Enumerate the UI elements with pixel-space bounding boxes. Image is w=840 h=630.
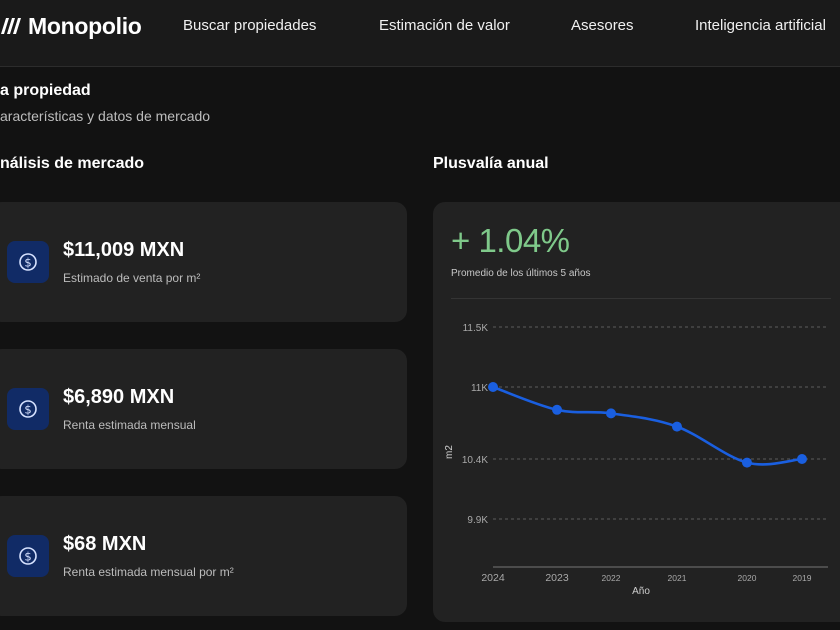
appreciation-subtitle: Promedio de los últimos 5 años: [451, 268, 591, 279]
card-label: Renta estimada mensual por m²: [63, 565, 234, 579]
x-tick-label: 2023: [545, 572, 569, 584]
card-value: $68 MXN: [63, 533, 147, 555]
svg-text:$: $: [24, 255, 31, 269]
nav-inteligencia-artificial[interactable]: Inteligencia artificial: [695, 17, 826, 34]
svg-text:$: $: [24, 549, 31, 563]
section-title: a propiedad: [0, 82, 91, 99]
y-tick-label: 9.9K: [467, 515, 488, 526]
market-card-monthly-rent: $ $6,890 MXN Renta estimada mensual: [0, 349, 407, 469]
nav-asesores[interactable]: Asesores: [571, 17, 634, 34]
appreciation-title: Plusvalía anual: [433, 155, 549, 172]
data-point: [552, 404, 562, 415]
svg-text:$: $: [24, 402, 31, 416]
data-point: [742, 457, 752, 468]
divider: [451, 298, 831, 299]
appreciation-value: + 1.04%: [451, 222, 570, 259]
monopolio-logo-icon: [1, 18, 21, 34]
card-label: Estimado de venta por m²: [63, 271, 201, 285]
nav-estimacion-de-valor[interactable]: Estimación de valor: [379, 17, 510, 34]
card-value: $6,890 MXN: [63, 386, 175, 408]
x-tick-label: 2024: [481, 572, 505, 584]
data-point: [606, 408, 616, 419]
card-value: $11,009 MXN: [63, 239, 185, 261]
nav-buscar-propiedades[interactable]: Buscar propiedades: [183, 17, 317, 34]
dollar-coin-icon: $: [7, 241, 49, 283]
series-line: [492, 385, 803, 466]
y-tick-label: 11K: [471, 383, 488, 394]
brand-name: Monopolio: [28, 12, 142, 39]
y-tick-label: 10.4K: [462, 455, 488, 466]
x-tick-label: 2021: [668, 573, 687, 583]
market-card-rent-per-m2: $ $68 MXN Renta estimada mensual por m²: [0, 496, 407, 616]
dollar-coin-icon: $: [7, 388, 49, 430]
x-tick-label: 2020: [738, 573, 757, 583]
brand-logo[interactable]: Monopolio: [0, 10, 142, 42]
y-tick-label: 11.5K: [463, 323, 489, 334]
card-label: Renta estimada mensual: [63, 418, 196, 432]
market-card-sale-per-m2: $ $11,009 MXN Estimado de venta por m²: [0, 202, 407, 322]
data-point: [672, 421, 682, 432]
section-subtitle: aracterísticas y datos de mercado: [0, 108, 211, 124]
x-tick-label: 2019: [793, 573, 812, 583]
dollar-coin-icon: $: [7, 535, 49, 577]
appreciation-card: + 1.04% Promedio de los últimos 5 años 9…: [433, 202, 840, 622]
data-point: [488, 382, 498, 392]
y-axis-label: m2: [444, 445, 455, 459]
x-axis-label: Año: [632, 586, 650, 597]
x-tick-label: 2022: [602, 573, 621, 583]
data-point: [797, 454, 807, 464]
appreciation-line-chart: 9.9K 10.4K 11K 11.5K 2024 2023 2022 2021 2020 201…: [444, 323, 828, 597]
market-analysis-title: nálisis de mercado: [0, 155, 145, 172]
top-navigation-bar: Monopolio Buscar propiedades Estimación …: [0, 0, 840, 67]
